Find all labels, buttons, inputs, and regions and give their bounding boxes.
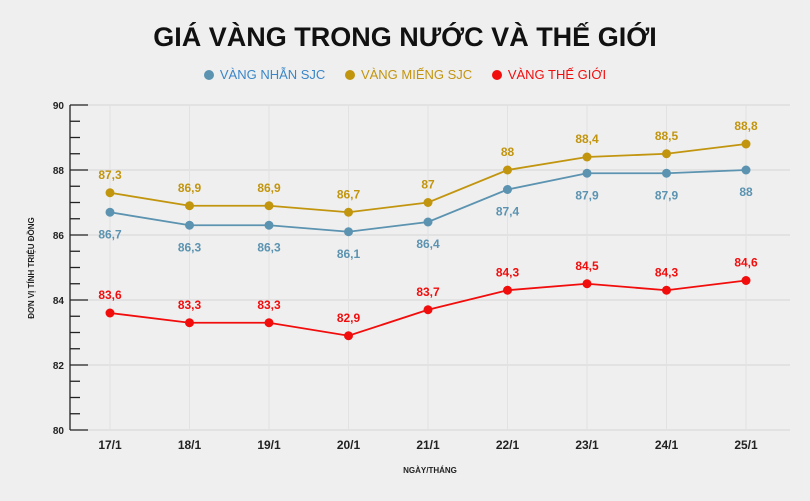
data-point <box>582 168 592 178</box>
x-tick-label: 21/1 <box>416 438 440 452</box>
data-label: 86,9 <box>178 181 202 195</box>
data-label: 87,9 <box>575 188 599 202</box>
data-label: 84,3 <box>655 265 679 279</box>
data-label: 82,9 <box>337 311 361 325</box>
data-label: 88 <box>739 185 753 199</box>
data-label: 84,5 <box>575 259 599 273</box>
data-label: 83,6 <box>98 288 122 302</box>
data-point <box>662 168 671 178</box>
legend-item: VÀNG MIẾNG SJC <box>344 67 473 82</box>
data-point <box>105 308 115 318</box>
data-point <box>264 201 274 211</box>
data-label: 86,3 <box>178 240 202 254</box>
y-tick-label: 90 <box>53 101 65 112</box>
data-point <box>185 220 194 230</box>
data-label: 86,7 <box>98 227 122 241</box>
data-label: 88,4 <box>575 132 599 146</box>
data-point <box>662 149 671 159</box>
data-point <box>344 331 353 341</box>
legend-label: VÀNG THẾ GIỚI <box>507 67 607 82</box>
legend-label: VÀNG NHẪN SJC <box>219 67 326 82</box>
data-point <box>423 305 433 315</box>
legend-item: VÀNG NHẪN SJC <box>203 67 326 82</box>
legend-label: VÀNG MIẾNG SJC <box>360 67 473 82</box>
data-point <box>105 188 115 198</box>
y-tick-label: 82 <box>53 361 65 372</box>
data-point <box>423 217 433 227</box>
data-point <box>741 276 751 285</box>
data-label: 86,1 <box>337 247 361 261</box>
x-tick-label: 25/1 <box>734 438 758 452</box>
data-point <box>264 318 274 328</box>
x-axis-label: NGÀY/THÁNG <box>403 466 457 475</box>
legend-dot <box>344 70 355 80</box>
data-point <box>503 165 512 175</box>
data-point <box>662 285 671 295</box>
data-label: 87,9 <box>655 188 679 202</box>
y-tick-label: 84 <box>53 296 65 307</box>
data-label: 88,5 <box>655 129 679 143</box>
x-tick-label: 19/1 <box>257 438 281 452</box>
data-label: 84,3 <box>496 265 520 279</box>
legend-dot <box>491 70 502 80</box>
data-label: 83,7 <box>416 285 440 299</box>
x-tick-label: 20/1 <box>337 438 361 452</box>
data-point <box>582 279 592 289</box>
data-point <box>185 201 194 211</box>
data-label: 84,6 <box>734 256 758 270</box>
y-tick-label: 80 <box>53 426 65 437</box>
data-point <box>264 220 274 230</box>
data-point <box>582 152 592 162</box>
data-point <box>105 207 115 217</box>
y-axis-label: ĐƠN VỊ TÍNH TRIỆU ĐỒNG <box>26 217 36 319</box>
y-tick-label: 88 <box>53 166 65 177</box>
legend-dot <box>203 70 214 80</box>
x-tick-label: 22/1 <box>496 438 520 452</box>
data-label: 83,3 <box>178 298 202 312</box>
data-point <box>423 198 433 207</box>
x-tick-label: 24/1 <box>655 438 679 452</box>
data-point <box>503 285 512 295</box>
chart-title: GIÁ VÀNG TRONG NƯỚC VÀ THẾ GIỚI <box>153 22 657 52</box>
data-point <box>741 165 751 175</box>
data-point <box>741 139 751 149</box>
data-label: 87,3 <box>98 168 122 182</box>
data-label: 86,7 <box>337 187 361 201</box>
x-tick-label: 18/1 <box>178 438 202 452</box>
data-label: 86,4 <box>416 237 440 251</box>
data-label: 86,3 <box>257 240 281 254</box>
data-label: 87,4 <box>496 205 520 219</box>
x-tick-label: 23/1 <box>575 438 599 452</box>
data-point <box>503 185 512 194</box>
data-label: 88 <box>501 145 515 159</box>
y-tick-label: 86 <box>53 231 65 242</box>
data-point <box>185 318 194 328</box>
data-label: 88,8 <box>734 119 758 133</box>
legend-item: VÀNG THẾ GIỚI <box>491 67 607 82</box>
x-tick-label: 17/1 <box>98 438 122 452</box>
data-label: 86,9 <box>257 181 281 195</box>
data-label: 83,3 <box>257 298 281 312</box>
data-label: 87 <box>421 178 435 192</box>
legend: VÀNG NHẪN SJC VÀNG MIẾNG SJC VÀNG THẾ GI… <box>0 67 810 82</box>
data-point <box>344 207 353 217</box>
data-point <box>344 227 353 237</box>
